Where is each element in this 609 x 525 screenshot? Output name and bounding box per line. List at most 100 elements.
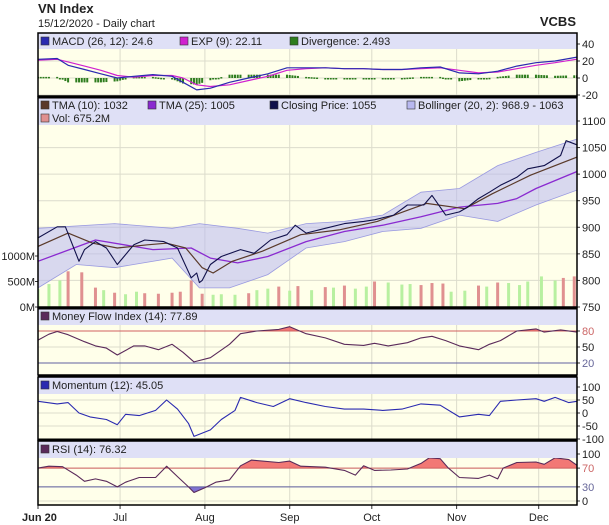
panel-borders <box>37 32 578 506</box>
volume-bar <box>143 293 147 307</box>
divergence-bar <box>447 78 450 80</box>
divergence-bar <box>47 76 50 79</box>
divergence-bar <box>463 78 466 81</box>
divergence-bar <box>209 78 212 81</box>
exp-swatch <box>179 36 189 46</box>
month-label: Jun 20 <box>22 512 57 524</box>
divergence-bar <box>173 78 176 81</box>
volume-bar <box>441 283 445 307</box>
volume-bar <box>353 288 357 307</box>
rsi-line-group <box>38 458 577 494</box>
month-label: Aug <box>195 512 215 524</box>
volume-bar <box>219 294 223 307</box>
divergence-bar <box>444 78 447 80</box>
divergence-bar <box>250 74 253 78</box>
divergence-bar <box>214 78 217 80</box>
macd-swatch <box>40 36 50 46</box>
divergence-bar <box>228 74 231 78</box>
divergence-bar <box>502 76 505 78</box>
momentum-swatch <box>40 380 50 390</box>
divergence-swatch <box>289 36 299 46</box>
divergence-bar <box>504 75 507 78</box>
volume-bar <box>124 294 128 307</box>
y-tick-label: 0 <box>582 496 588 508</box>
bollinger-band-group <box>38 138 577 289</box>
divergence-bar <box>373 78 376 80</box>
volume-bar <box>561 277 565 307</box>
divergence-bar <box>239 74 242 78</box>
y-tick-label: -100 <box>582 434 604 446</box>
divergence-bar <box>78 78 81 83</box>
divergence-bar <box>285 74 288 78</box>
volume-bar <box>113 292 117 307</box>
y-tick-label: 850 <box>582 249 600 261</box>
divergence-bar <box>143 76 146 79</box>
divergence-bar <box>466 78 469 81</box>
divergence-bar <box>58 78 61 80</box>
divergence-bar <box>534 74 537 78</box>
volume-bar <box>277 286 281 307</box>
volume-bar <box>134 291 138 307</box>
divergence-bar <box>83 78 86 83</box>
divergence-bar <box>272 74 275 78</box>
divergence-bar <box>162 78 165 80</box>
y-tick-label: 1000 <box>582 169 606 181</box>
volume-bar <box>496 282 500 307</box>
legend-rsi: RSI (14): 76.32 <box>52 444 127 456</box>
volume-bar <box>247 293 251 307</box>
bollinger-swatch <box>406 100 416 110</box>
volume-bar <box>156 293 160 307</box>
legend-tma10: TMA (10): 1032 <box>52 100 128 112</box>
divergence-bar <box>335 78 338 80</box>
divergence-bar <box>409 77 412 80</box>
legend-bollinger: Bollinger (20, 2): 968.9 - 1063 <box>418 100 564 112</box>
volume-bar <box>66 271 70 307</box>
divergence-bar <box>151 76 154 79</box>
volume-bar <box>400 284 404 307</box>
month-label: Jul <box>113 512 127 524</box>
volume-bar <box>539 276 543 307</box>
rsi-legend-band <box>38 441 577 458</box>
volume-bar <box>233 294 237 307</box>
volume-bar <box>331 287 335 307</box>
divergence-bar <box>573 75 576 78</box>
volume-bar <box>408 284 412 307</box>
divergence-bar <box>64 78 67 82</box>
volume-bar <box>80 272 84 307</box>
divergence-bar <box>258 74 261 78</box>
exp-line-group <box>38 58 577 88</box>
divergence-bar <box>496 76 499 79</box>
volume-bar <box>518 285 522 307</box>
divergence-bar <box>220 77 223 79</box>
chart-title: VN Index <box>38 1 94 16</box>
divergence-bar <box>307 77 310 79</box>
divergence-bar <box>310 77 313 79</box>
y-tick-label: 40 <box>582 39 594 51</box>
y-tick-label: 1050 <box>582 143 606 155</box>
divergence-bar <box>86 78 89 83</box>
volume-swatch <box>40 113 50 123</box>
divergence-bar <box>450 78 453 80</box>
y-tick-label: 950 <box>582 196 600 208</box>
momentum-line <box>38 396 577 437</box>
legend-close: Closing Price: 1055 <box>281 100 376 112</box>
y-tick-label: 20 <box>582 56 594 68</box>
divergence-bar <box>556 75 559 78</box>
volume-bar <box>507 283 511 307</box>
exp-line <box>38 58 577 88</box>
month-label: Nov <box>447 512 467 524</box>
divergence-bar <box>562 75 565 78</box>
volume-bar <box>266 288 270 307</box>
volume-bar <box>485 286 489 307</box>
divergence-bar <box>105 78 108 83</box>
volume-bar <box>296 286 300 307</box>
divergence-bar <box>61 78 64 80</box>
y-tick-label: 50 <box>582 342 594 354</box>
divergence-bar <box>403 77 406 80</box>
divergence-bar <box>275 74 278 78</box>
tma25-line-group <box>38 170 577 264</box>
divergence-bar <box>217 77 220 80</box>
divergence-bar <box>116 78 119 82</box>
divergence-bar <box>477 78 480 80</box>
divergence-bar <box>537 74 540 78</box>
